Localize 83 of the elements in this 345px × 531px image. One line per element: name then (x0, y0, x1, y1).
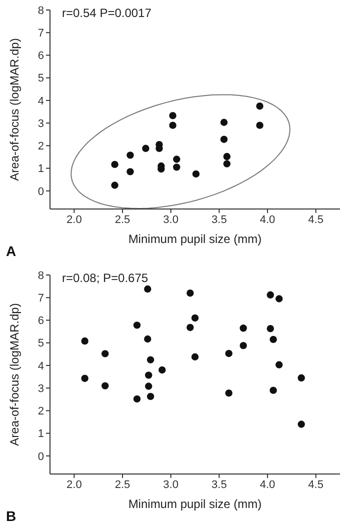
point (191, 353, 199, 360)
point (298, 374, 305, 382)
y-tick-label: 5 (38, 72, 44, 85)
point (186, 324, 194, 332)
point (220, 118, 228, 126)
x-tick-label: 3.0 (163, 214, 178, 226)
x-tick-label: 3.5 (212, 478, 227, 491)
point (223, 152, 230, 160)
y-axis-title: Area-of-focus (logMAR.dp) (7, 38, 22, 181)
text: A (6, 243, 16, 259)
point (133, 395, 141, 403)
point (298, 420, 305, 428)
point (169, 112, 176, 120)
annotation: r=0.54 P=0.0017 (62, 6, 152, 20)
point (146, 356, 154, 364)
point (111, 160, 118, 168)
y-tick-label: 4 (38, 360, 44, 372)
point (276, 361, 283, 368)
y-tick-label: 4 (38, 95, 44, 108)
point (126, 168, 134, 176)
y-tick-label: 1 (38, 163, 44, 176)
point (220, 136, 228, 143)
point (223, 160, 230, 168)
x-tick-label: 3.0 (163, 478, 178, 491)
text: B (6, 508, 16, 524)
point (225, 389, 232, 397)
point (256, 122, 264, 129)
y-tick-label: 8 (38, 270, 44, 282)
point (126, 152, 134, 159)
point (256, 102, 264, 110)
point (142, 144, 150, 152)
x-axis-title: Minimum pupil size (mm) (128, 497, 262, 511)
y-tick-label: 2 (38, 406, 44, 418)
point (102, 382, 109, 390)
annotation: r=0.08; P=0.675 (62, 271, 148, 285)
y-tick-label: 7 (38, 292, 44, 305)
point (133, 322, 141, 329)
x-axis-title: Minimum pupil size (mm) (128, 232, 262, 246)
point (270, 386, 277, 394)
x-tick-label: 4.5 (308, 478, 324, 491)
point (266, 324, 274, 332)
point (173, 156, 180, 163)
x-tick-label: 2.5 (114, 478, 130, 491)
point (158, 366, 166, 374)
y-tick-label: 0 (38, 186, 44, 198)
point (270, 336, 277, 344)
y-axis-title: Area-of-focus (logMAR.dp) (7, 303, 22, 446)
y-tick-label: 3 (38, 382, 44, 395)
point (192, 170, 200, 178)
point (225, 350, 232, 358)
point (144, 335, 152, 343)
y-tick-label: 6 (38, 315, 44, 328)
x-tick-label: 2.0 (66, 214, 82, 226)
point (111, 182, 118, 189)
x-tick-label: 2.5 (114, 214, 130, 226)
y-tick-label: 8 (38, 4, 44, 17)
y-tick-label: 1 (38, 428, 44, 440)
point (276, 295, 283, 302)
point (240, 342, 247, 350)
point (186, 289, 194, 297)
x-tick-label: 4.5 (308, 214, 324, 226)
y-tick-label: 5 (38, 338, 44, 350)
y-tick-label: 0 (38, 450, 44, 463)
x-tick-label: 4.0 (260, 214, 276, 226)
x-tick-label: 4.0 (260, 478, 276, 491)
point (146, 392, 154, 400)
point (240, 324, 247, 332)
point (191, 314, 199, 322)
point (145, 372, 152, 379)
point (145, 382, 152, 390)
y-tick-label: 7 (38, 28, 44, 40)
x-tick-label: 3.5 (212, 214, 227, 226)
point (102, 350, 109, 358)
x-tick-label: 2.0 (66, 478, 82, 491)
point (173, 164, 180, 171)
point (81, 337, 88, 345)
y-tick-label: 3 (38, 118, 44, 130)
y-tick-label: 6 (38, 50, 44, 62)
y-tick-label: 2 (38, 140, 44, 153)
point (144, 285, 152, 293)
point (169, 122, 176, 129)
point (81, 374, 88, 382)
point (266, 291, 274, 298)
